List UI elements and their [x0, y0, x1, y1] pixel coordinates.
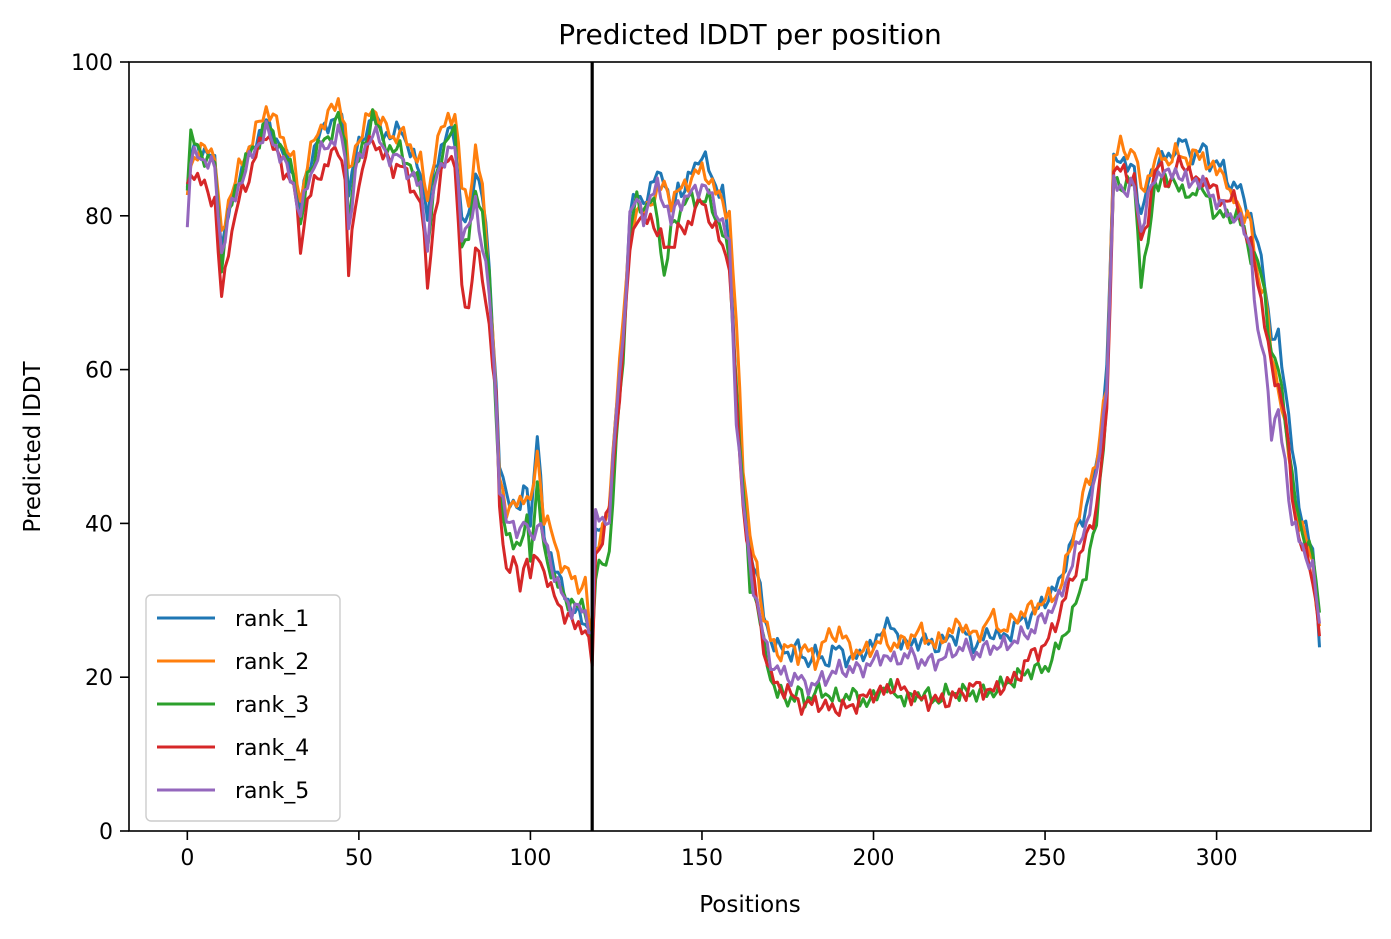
x-axis: 0 50 100 150 200 250 300 [180, 831, 1238, 871]
legend: rank_1 rank_2 rank_3 rank_4 rank_5 [145, 594, 341, 822]
y-tick-label: 100 [71, 51, 113, 76]
x-tick-label: 50 [345, 846, 373, 871]
series-line-rank-2 [185, 97, 1321, 671]
legend-label-rank-4: rank_4 [235, 736, 309, 761]
x-tick-label: 300 [1196, 846, 1238, 871]
x-tick-label: 150 [681, 846, 723, 871]
legend-box [145, 594, 341, 822]
y-tick-label: 0 [99, 820, 113, 845]
legend-label-rank-5: rank_5 [235, 779, 309, 804]
chart-title: Predicted lDDT per position [558, 18, 942, 51]
y-axis-label: Predicted lDDT [20, 360, 46, 532]
x-tick-label: 200 [853, 846, 895, 871]
y-tick-label: 80 [85, 205, 113, 230]
x-tick-label: 0 [180, 846, 194, 871]
x-tick-label: 100 [509, 846, 551, 871]
x-tick-label: 250 [1024, 846, 1066, 871]
axes-frame [128, 61, 1372, 832]
plot-area [185, 62, 1321, 831]
series-line-rank-5 [185, 120, 1321, 697]
legend-label-rank-1: rank_1 [235, 607, 309, 632]
legend-label-rank-3: rank_3 [235, 693, 309, 718]
legend-label-rank-2: rank_2 [235, 650, 309, 675]
y-tick-label: 40 [85, 512, 113, 537]
x-axis-label: Positions [699, 892, 801, 918]
y-tick-label: 60 [85, 359, 113, 384]
y-tick-label: 20 [85, 666, 113, 691]
y-axis: 0 20 40 60 80 100 [71, 51, 129, 845]
